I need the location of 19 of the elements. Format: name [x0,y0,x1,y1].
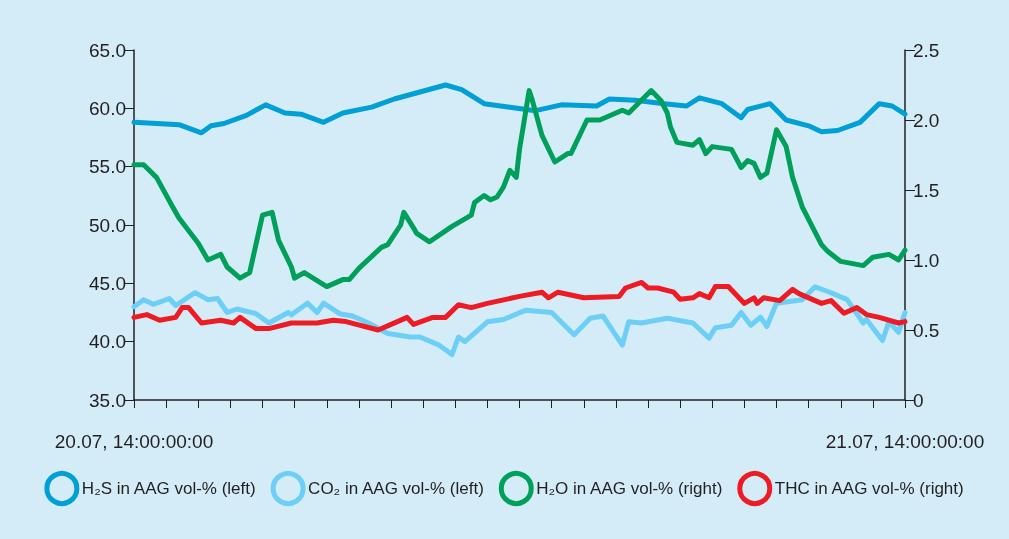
y-tick-label: 50.0 [89,214,126,236]
y-tick-label: 60.0 [89,97,126,119]
y-tick-label: 35.0 [89,389,126,411]
y2-tick-label: 1.5 [913,179,940,201]
legend-label: THC in AAG vol-% (right) [774,479,964,498]
x-tick-label: 21.07, 14:00:00:00 [825,431,985,452]
y2-tick-label: 0 [913,389,924,411]
y2-tick-label: 1.0 [913,249,940,271]
y2-tick-label: 2.5 [913,39,940,61]
y-tick-label: 40.0 [89,331,126,353]
legend-label: H₂O in AAG vol-% (right) [536,479,723,498]
y2-tick-label: 0.5 [913,319,940,341]
x-tick-label: 20.07, 14:00:00:00 [54,431,214,452]
y-tick-label: 45.0 [89,272,126,294]
legend-label: H₂S in AAG vol-% (left) [81,479,256,498]
y2-tick-label: 2.0 [913,109,940,131]
y-tick-label: 65.0 [89,39,126,61]
legend-label: CO₂ in AAG vol-% (left) [308,479,484,498]
y-tick-label: 55.0 [89,156,126,178]
